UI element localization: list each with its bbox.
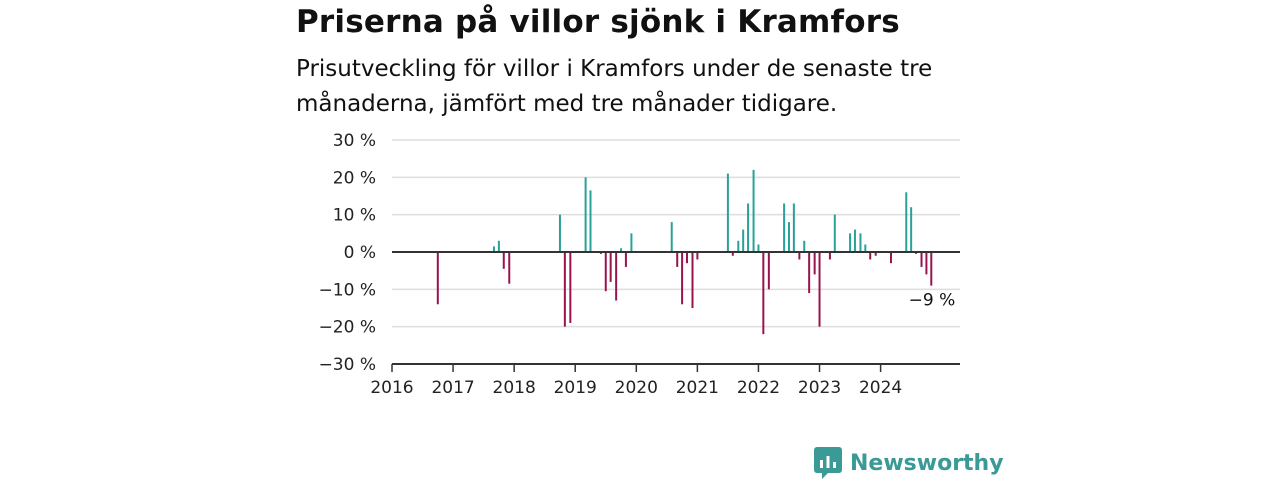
y-tick-label: −20 % — [319, 318, 376, 338]
bar — [497, 240, 500, 252]
bar — [752, 169, 755, 252]
bar — [787, 222, 790, 252]
y-tick-label: −30 % — [319, 355, 376, 375]
bar — [589, 190, 592, 252]
bar — [563, 252, 566, 327]
bar — [502, 252, 505, 269]
bar — [624, 252, 627, 267]
x-tick-label: 2020 — [615, 378, 658, 398]
bar — [910, 207, 913, 252]
bar — [691, 252, 694, 308]
x-tick-label: 2022 — [737, 378, 780, 398]
bar — [620, 248, 623, 252]
x-tick-label: 2021 — [676, 378, 719, 398]
y-tick-label: 30 % — [333, 131, 376, 151]
bar — [818, 252, 821, 327]
bar — [630, 233, 633, 252]
y-tick-label: 10 % — [333, 206, 376, 226]
bar — [681, 252, 684, 305]
bar — [925, 252, 928, 275]
bar — [615, 252, 618, 301]
bar — [436, 252, 439, 305]
bar — [584, 177, 587, 252]
y-tick-label: 0 % — [344, 243, 376, 263]
bar — [803, 240, 806, 252]
chart-title: Priserna på villor sjönk i Kramfors — [296, 4, 900, 40]
x-tick-label: 2023 — [798, 378, 841, 398]
bar — [762, 252, 765, 335]
brand-name: Newsworthy — [850, 450, 1004, 476]
bar — [604, 252, 607, 292]
bar — [833, 214, 836, 252]
bar — [930, 252, 933, 286]
bar — [889, 252, 892, 264]
bar — [783, 203, 786, 252]
bar — [670, 222, 673, 252]
bar — [849, 233, 852, 252]
x-tick-label: 2018 — [493, 378, 536, 398]
chart-subtitle: Prisutveckling för villor i Kramfors und… — [296, 56, 933, 117]
bar — [747, 203, 750, 252]
bar — [905, 192, 908, 252]
bar — [696, 252, 699, 260]
y-tick-label: 20 % — [333, 168, 376, 188]
bar — [859, 233, 862, 252]
bar — [828, 252, 831, 260]
brand-logo: Newsworthy — [814, 447, 1004, 479]
bar — [685, 252, 688, 264]
x-tick-label: 2016 — [370, 378, 413, 398]
bar — [508, 252, 511, 284]
x-tick-label: 2024 — [859, 378, 902, 398]
x-tick-label: 2019 — [554, 378, 597, 398]
bar — [676, 252, 679, 267]
bar — [731, 252, 734, 256]
bar — [569, 252, 572, 323]
bar — [808, 252, 811, 294]
x-tick-label: 2017 — [431, 378, 474, 398]
bar — [813, 252, 816, 275]
bar — [792, 203, 795, 252]
bar — [757, 244, 760, 252]
bar — [853, 229, 856, 252]
bar — [869, 252, 872, 260]
bar — [737, 240, 740, 252]
bar — [798, 252, 801, 260]
newsworthy-logo-icon — [814, 447, 842, 479]
bar — [874, 252, 877, 256]
bar — [920, 252, 923, 267]
bar — [742, 229, 745, 252]
bar — [864, 244, 867, 252]
bar — [726, 173, 729, 252]
y-tick-label: −10 % — [319, 280, 376, 300]
bar — [492, 246, 495, 252]
bar — [609, 252, 612, 282]
last-value-label: −9 % — [909, 291, 956, 311]
bar — [558, 214, 561, 252]
bar — [767, 252, 770, 290]
